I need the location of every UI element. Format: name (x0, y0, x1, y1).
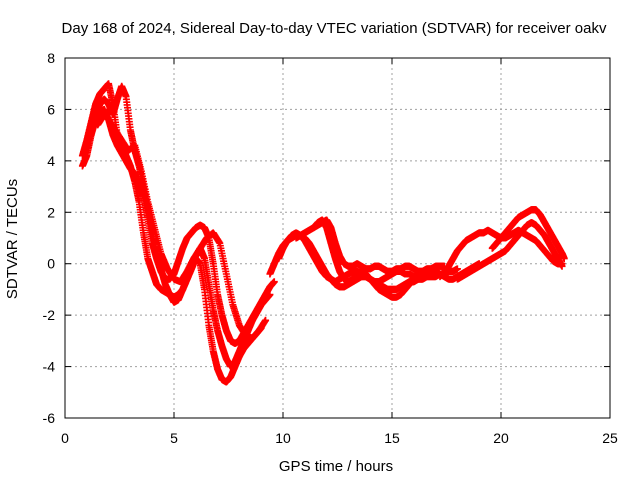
x-tick-label: 5 (170, 430, 178, 446)
x-axis-label: GPS time / hours (279, 458, 393, 475)
x-tick-label: 15 (384, 430, 400, 446)
y-tick-label: -4 (43, 359, 56, 375)
chart-title: Day 168 of 2024, Sidereal Day-to-day VTE… (62, 20, 607, 37)
y-tick-label: 6 (47, 101, 55, 117)
y-tick-label: 0 (47, 256, 55, 272)
y-tick-label: 4 (47, 153, 55, 169)
x-tick-label: 20 (493, 430, 509, 446)
y-tick-label: -6 (43, 410, 56, 426)
y-tick-label: -2 (43, 307, 56, 323)
data-points (78, 80, 568, 386)
y-tick-label: 8 (47, 50, 55, 66)
x-tick-label: 25 (602, 430, 618, 446)
x-tick-label: 10 (275, 430, 291, 446)
y-axis-label: SDTVAR / TECUs (4, 179, 21, 299)
x-tick-label: 0 (61, 430, 69, 446)
y-tick-label: 2 (47, 204, 55, 220)
